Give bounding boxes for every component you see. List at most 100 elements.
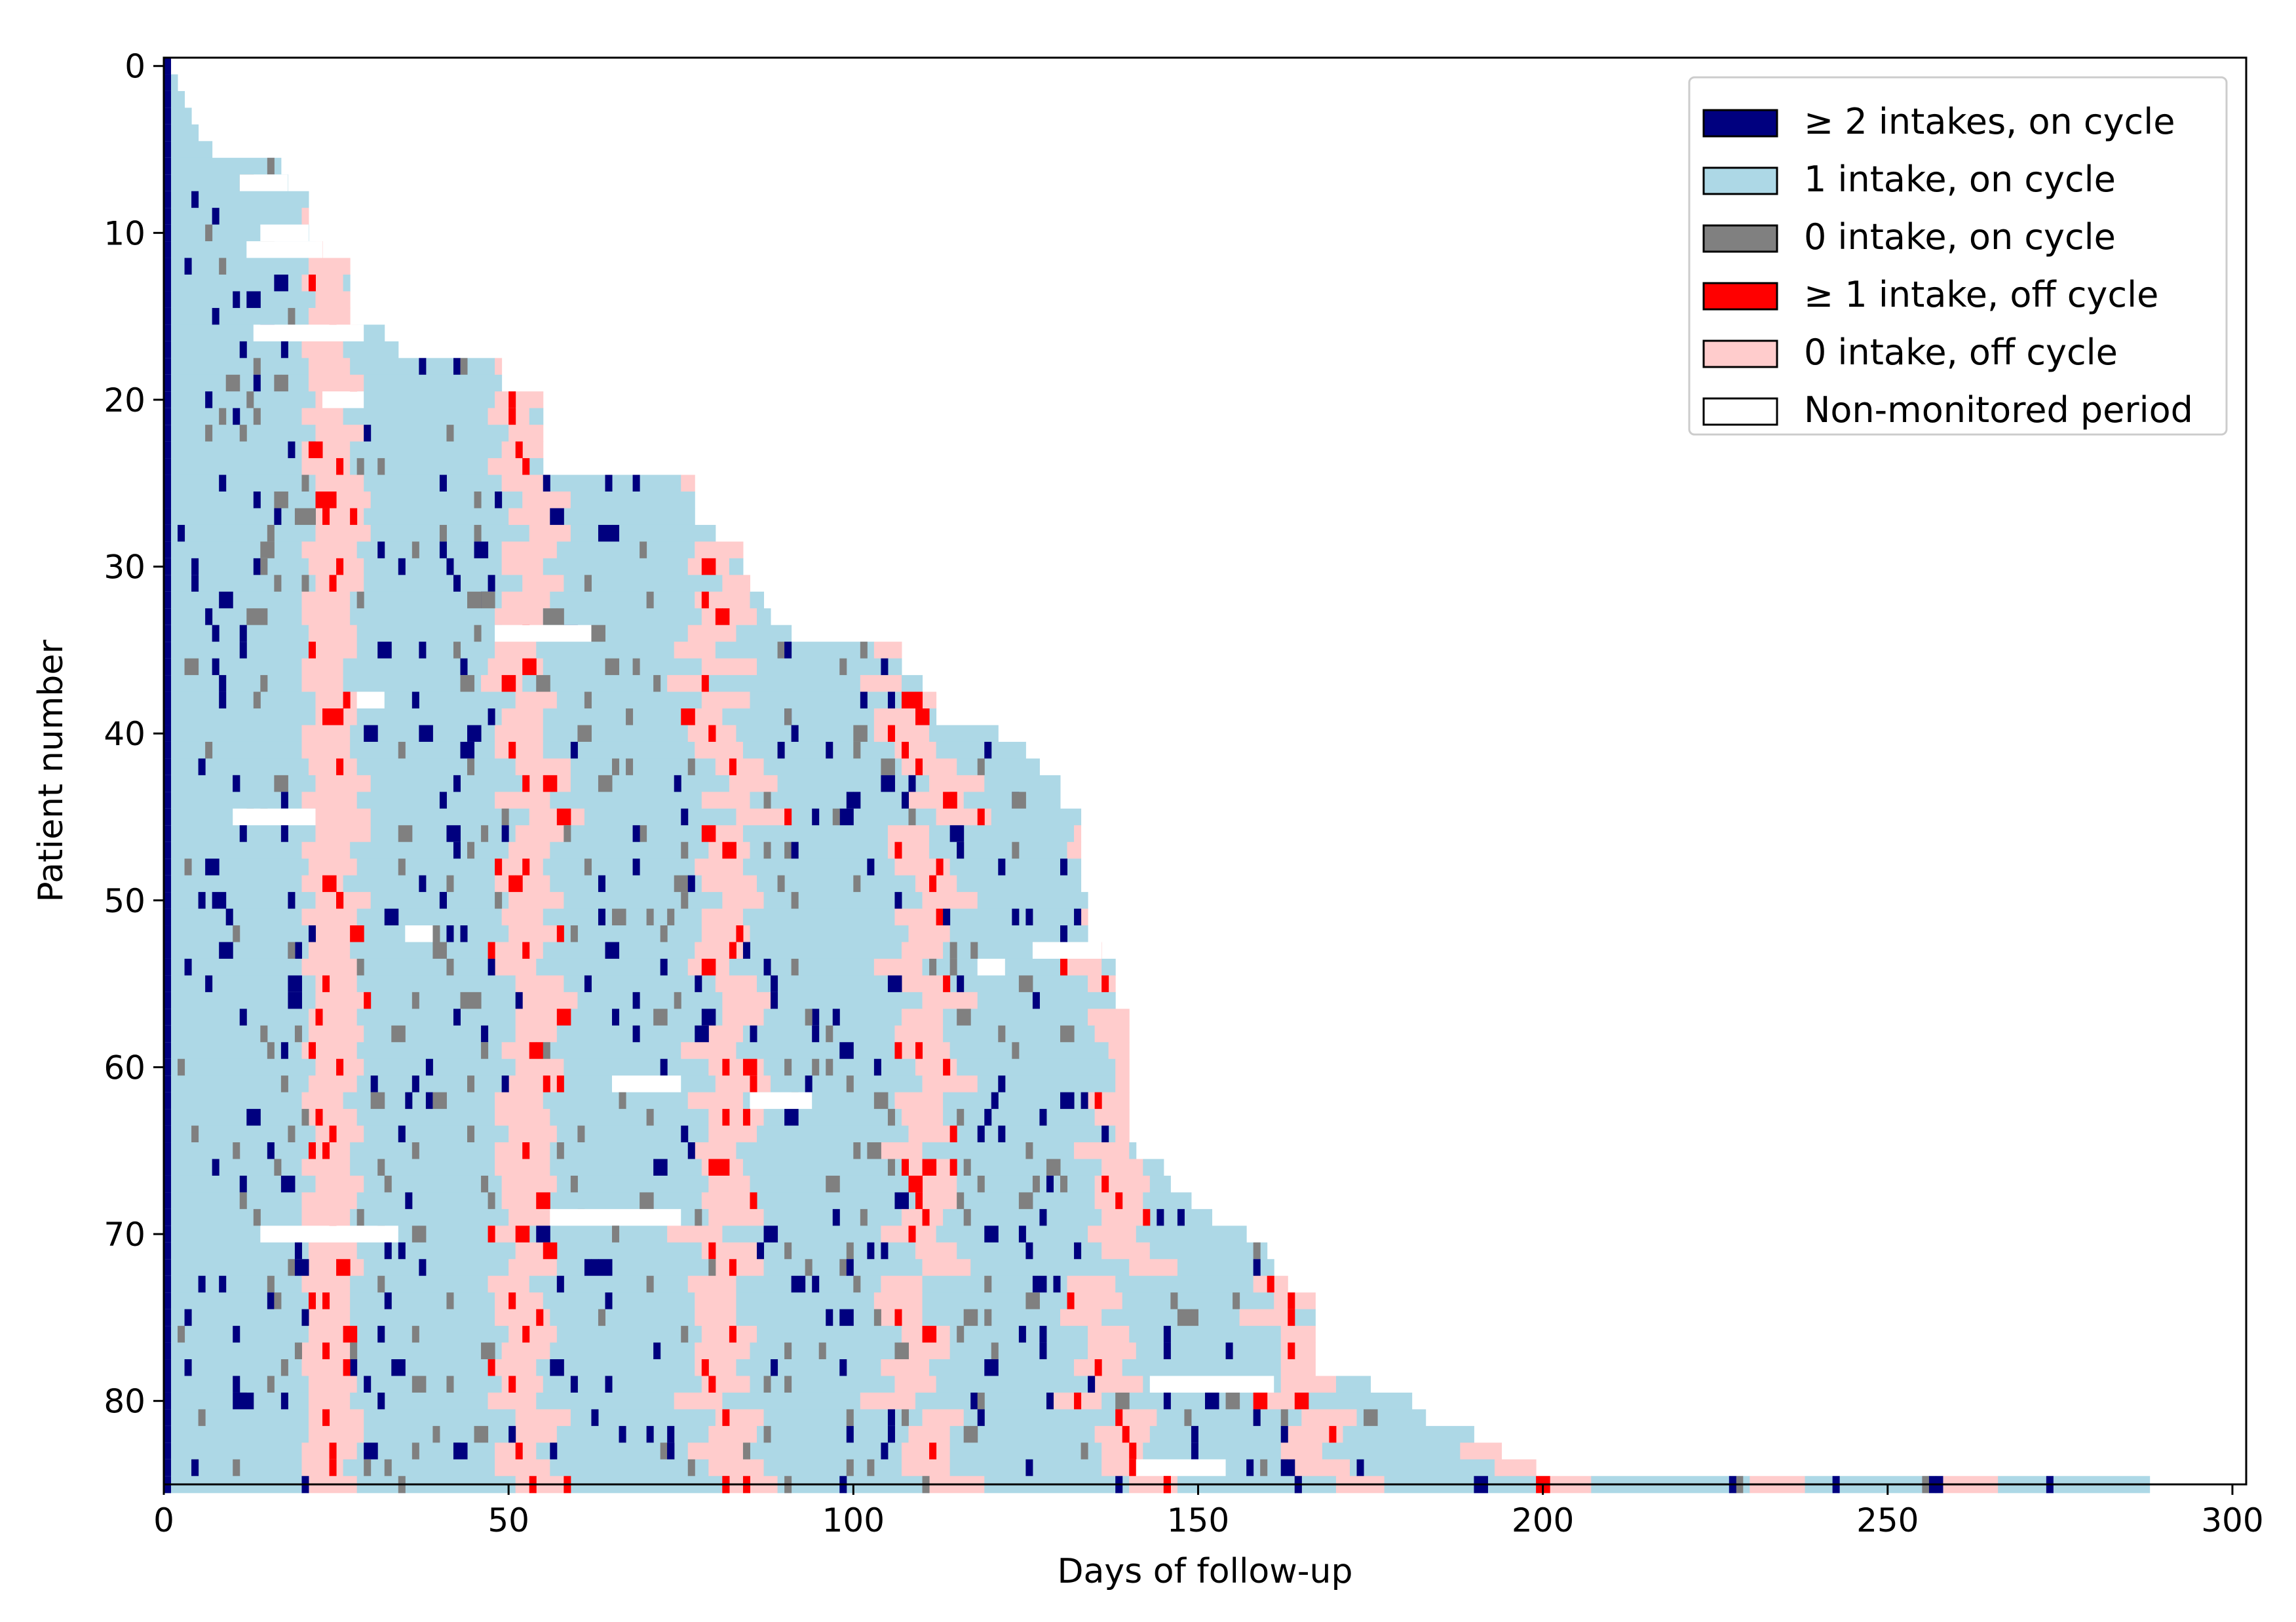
x-tick-label: 300 xyxy=(2201,1501,2263,1539)
cell-one-intake-on-cycle xyxy=(356,792,495,809)
cell-zero-intake-off-cycle xyxy=(301,1092,344,1110)
cell-zero-intake-on-cycle xyxy=(977,1392,985,1410)
cell-intake-off-cycle xyxy=(556,1009,571,1026)
cell-multi-intake-on-cycle xyxy=(419,725,433,743)
cell-intake-off-cycle xyxy=(887,725,895,743)
cell-zero-intake-on-cycle xyxy=(963,1309,978,1326)
cell-one-intake-on-cycle xyxy=(164,608,302,626)
cell-multi-intake-on-cycle xyxy=(419,358,427,376)
cell-multi-intake-on-cycle xyxy=(164,908,172,926)
cell-zero-intake-on-cycle xyxy=(667,908,675,926)
cell-zero-intake-on-cycle xyxy=(1280,1409,1288,1427)
cell-intake-off-cycle xyxy=(922,1326,937,1343)
cell-one-intake-on-cycle xyxy=(350,608,495,626)
cell-multi-intake-on-cycle xyxy=(957,975,965,993)
cell-multi-intake-on-cycle xyxy=(164,708,172,726)
cell-zero-intake-on-cycle xyxy=(191,1125,199,1143)
cell-zero-intake-off-cycle xyxy=(308,758,358,776)
cell-one-intake-on-cycle xyxy=(356,1242,516,1260)
cell-zero-intake-off-cycle xyxy=(1101,1159,1143,1176)
cell-zero-intake-off-cycle xyxy=(1067,841,1082,859)
cell-zero-intake-off-cycle xyxy=(301,725,351,743)
cell-zero-intake-off-cycle xyxy=(701,908,744,926)
cell-zero-intake-off-cycle xyxy=(495,1459,550,1477)
cell-zero-intake-on-cycle xyxy=(846,1075,854,1093)
cell-one-intake-on-cycle xyxy=(543,1376,702,1393)
cell-multi-intake-on-cycle xyxy=(164,1159,172,1176)
cell-multi-intake-on-cycle xyxy=(164,792,172,809)
cell-intake-off-cycle xyxy=(949,1159,957,1176)
cell-one-intake-on-cycle xyxy=(756,608,771,626)
cell-multi-intake-on-cycle xyxy=(1253,1259,1261,1277)
cell-one-intake-on-cycle xyxy=(350,1292,495,1310)
cell-zero-intake-off-cycle xyxy=(701,658,757,676)
patient-row xyxy=(164,1292,1316,1310)
cell-zero-intake-on-cycle xyxy=(198,1409,206,1427)
cell-multi-intake-on-cycle xyxy=(839,1359,847,1377)
cell-intake-off-cycle xyxy=(556,808,571,826)
cell-intake-off-cycle xyxy=(556,1075,564,1093)
legend-swatch xyxy=(1702,109,1778,138)
cell-zero-intake-on-cycle xyxy=(584,691,592,709)
patient-row xyxy=(164,1125,1130,1143)
cell-intake-off-cycle xyxy=(1094,1092,1102,1110)
cell-intake-off-cycle xyxy=(949,792,957,809)
cell-zero-intake-on-cycle xyxy=(887,1109,895,1127)
cell-multi-intake-on-cycle xyxy=(253,558,261,575)
cell-zero-intake-on-cycle xyxy=(1060,1175,1068,1193)
cell-zero-intake-on-cycle xyxy=(853,875,861,893)
cell-multi-intake-on-cycle xyxy=(164,608,172,626)
cell-one-intake-on-cycle xyxy=(1136,1226,1247,1243)
cell-multi-intake-on-cycle xyxy=(233,408,240,425)
cell-multi-intake-on-cycle xyxy=(632,992,640,1009)
cell-non-monitored xyxy=(233,808,316,826)
cell-zero-intake-off-cycle xyxy=(508,1326,558,1343)
cell-zero-intake-on-cycle xyxy=(481,1042,489,1060)
cell-zero-intake-on-cycle xyxy=(267,1042,275,1060)
legend-swatch xyxy=(1702,282,1778,311)
cell-multi-intake-on-cycle xyxy=(364,725,378,743)
cell-one-intake-on-cycle xyxy=(350,1309,495,1326)
cell-zero-intake-on-cycle xyxy=(411,992,419,1009)
cell-one-intake-on-cycle xyxy=(350,1326,509,1343)
cell-multi-intake-on-cycle xyxy=(164,1058,172,1076)
cell-zero-intake-on-cycle xyxy=(1170,1292,1178,1310)
cell-one-intake-on-cycle xyxy=(164,1259,309,1277)
cell-intake-off-cycle xyxy=(322,1142,330,1160)
cell-one-intake-on-cycle xyxy=(949,1042,1109,1060)
cell-multi-intake-on-cycle xyxy=(1039,1109,1047,1127)
cell-zero-intake-off-cycle xyxy=(715,1259,765,1277)
cell-one-intake-on-cycle xyxy=(750,925,909,943)
cell-zero-intake-off-cycle xyxy=(674,642,716,659)
cell-multi-intake-on-cycle xyxy=(632,859,640,876)
cell-multi-intake-on-cycle xyxy=(695,1025,709,1043)
cell-one-intake-on-cycle xyxy=(570,775,730,792)
patient-row xyxy=(164,1142,1137,1160)
cell-intake-off-cycle xyxy=(949,1125,957,1143)
cell-zero-intake-on-cycle xyxy=(432,942,447,959)
cell-zero-intake-on-cycle xyxy=(233,1459,240,1477)
cell-multi-intake-on-cycle xyxy=(481,1025,489,1043)
patient-row xyxy=(164,608,771,626)
cell-zero-intake-off-cycle xyxy=(301,792,358,809)
cell-zero-intake-off-cycle xyxy=(495,608,544,626)
cell-zero-intake-on-cycle xyxy=(301,474,309,492)
cell-non-monitored xyxy=(495,625,592,642)
cell-one-intake-on-cycle xyxy=(164,675,302,693)
cell-zero-intake-off-cycle xyxy=(315,474,364,492)
patient-row xyxy=(164,975,1116,993)
cell-one-intake-on-cycle xyxy=(936,741,1026,760)
cell-zero-intake-off-cycle xyxy=(901,1342,951,1360)
legend-swatch xyxy=(1702,224,1778,253)
cell-multi-intake-on-cycle xyxy=(887,1409,895,1427)
cell-zero-intake-off-cycle xyxy=(887,825,930,843)
cell-multi-intake-on-cycle xyxy=(164,558,172,575)
cell-zero-intake-off-cycle xyxy=(301,841,351,859)
patient-row xyxy=(164,191,309,208)
cell-intake-off-cycle xyxy=(336,892,344,910)
cell-one-intake-on-cycle xyxy=(1122,1359,1282,1377)
cell-one-intake-on-cycle xyxy=(164,558,309,575)
cell-one-intake-on-cycle xyxy=(164,391,316,409)
cell-zero-intake-off-cycle xyxy=(501,474,544,492)
cell-zero-intake-off-cycle xyxy=(301,208,309,225)
